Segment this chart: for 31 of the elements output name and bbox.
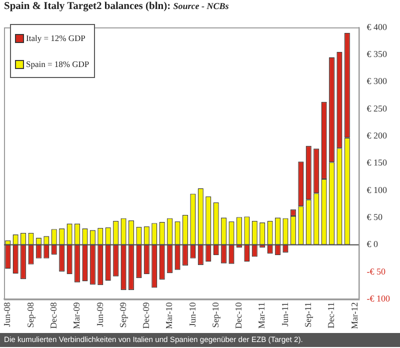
y-tick-label: € 350 (366, 48, 388, 59)
x-tick-label: Sep-08 (25, 302, 36, 328)
x-tick-label: Mar-11 (256, 302, 267, 329)
x-tick-label: Dec-10 (234, 302, 244, 329)
y-tick-label: € 250 (366, 103, 388, 114)
chart-subtitle: Source - NCBs (173, 1, 229, 11)
y-tick-label: -€ 100 (366, 294, 390, 304)
y-tick-label: € 300 (366, 76, 388, 86)
x-tick-label: Mar-12 (349, 302, 360, 329)
x-tick-label: Sep-11 (302, 302, 313, 328)
chart-title: Spain & Italy Target2 balances (bln): (4, 1, 172, 12)
x-tick-label: Dec-11 (326, 302, 336, 328)
legend-label: Spain = 18% GDP (26, 59, 90, 69)
y-tick-label: € 400 (366, 22, 388, 32)
x-tick-label: Sep-09 (118, 302, 128, 328)
y-tick-label: € 0 (366, 239, 379, 250)
y-tick-label: -€ 50 (366, 266, 386, 276)
x-tick-label: Jun-11 (280, 302, 290, 326)
x-tick-label: Dec-09 (141, 302, 152, 329)
y-tick-label: € 150 (366, 158, 388, 168)
x-tick-label: Jun-08 (2, 302, 12, 327)
x-tick-label: Dec-08 (48, 302, 58, 329)
x-tick-label: Mar-10 (164, 302, 174, 329)
y-tick-label: € 50 (366, 212, 384, 222)
legend-label: Italy = 12% GDP (26, 33, 86, 43)
x-tick-label: Jun-09 (94, 302, 105, 327)
y-tick-label: € 200 (366, 130, 388, 140)
y-tick-label: € 100 (366, 184, 388, 195)
x-tick-label: Sep-10 (210, 302, 220, 328)
x-tick-label: Mar-09 (72, 302, 82, 329)
x-tick-label: Jun-10 (187, 302, 198, 327)
